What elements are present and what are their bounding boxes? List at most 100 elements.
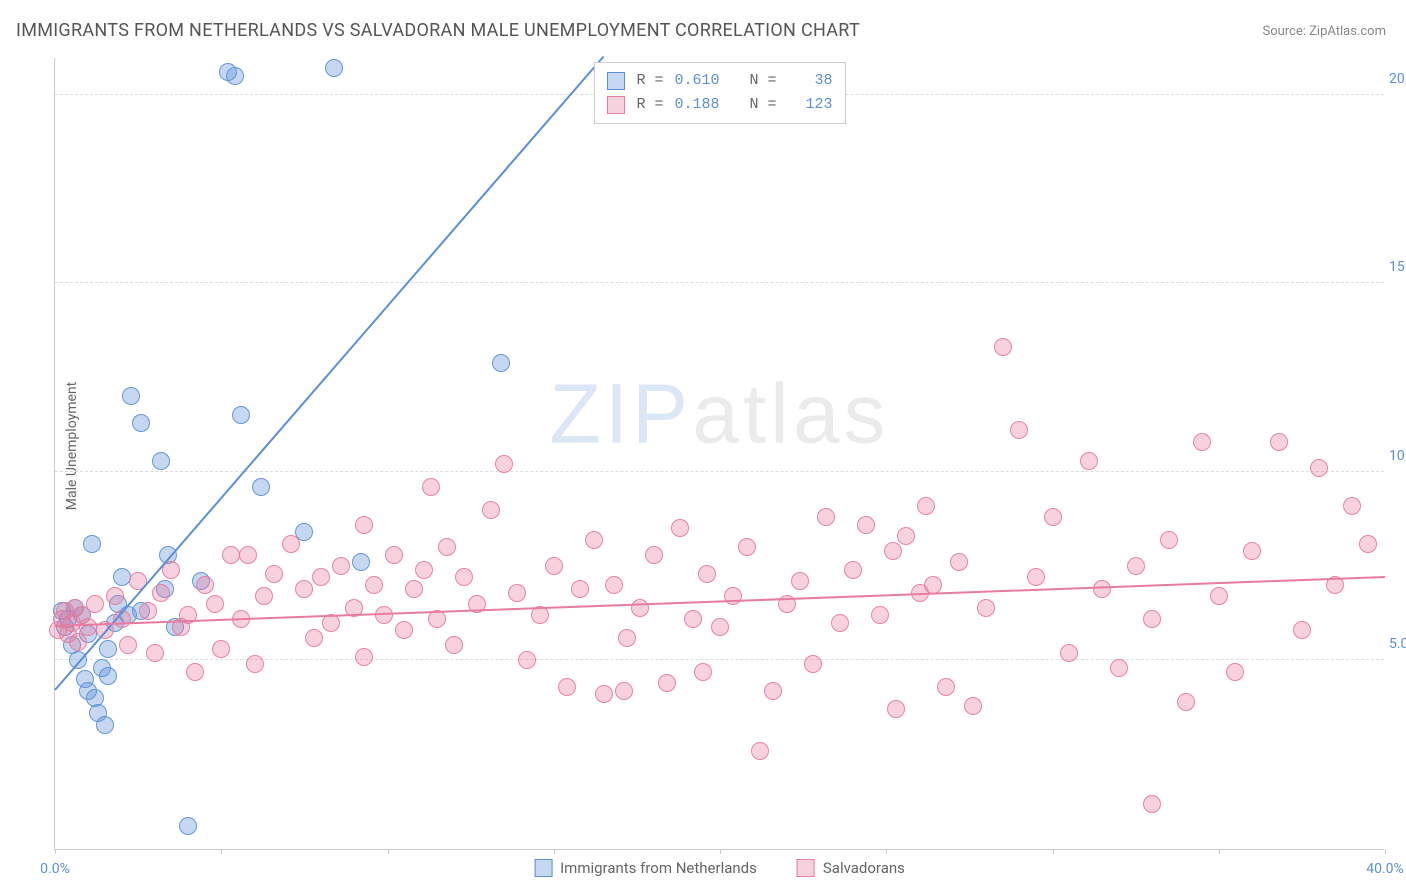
data-point	[226, 67, 244, 85]
legend-item: Salvadorans	[797, 859, 905, 877]
data-point	[438, 538, 456, 556]
data-point	[282, 535, 300, 553]
y-tick-label: 5.0%	[1389, 636, 1406, 652]
data-point	[817, 508, 835, 526]
grid-line	[55, 282, 1384, 283]
data-point	[222, 546, 240, 564]
data-point	[1160, 531, 1178, 549]
data-point	[558, 678, 576, 696]
x-tick-label: 0.0%	[40, 861, 70, 877]
data-point	[415, 561, 433, 579]
data-point	[96, 716, 114, 734]
legend-swatch	[797, 859, 815, 877]
data-point	[212, 640, 230, 658]
data-point	[711, 618, 729, 636]
data-point	[857, 516, 875, 534]
data-point	[698, 565, 716, 583]
data-point	[1359, 535, 1377, 553]
data-point	[1226, 663, 1244, 681]
data-point	[684, 610, 702, 628]
data-point	[119, 636, 137, 654]
data-point	[375, 606, 393, 624]
chart-title: IMMIGRANTS FROM NETHERLANDS VS SALVADORA…	[16, 20, 860, 41]
data-point	[724, 587, 742, 605]
x-tick-mark	[55, 849, 56, 854]
x-tick-mark	[388, 849, 389, 854]
data-point	[585, 531, 603, 549]
data-point	[1343, 497, 1361, 515]
data-point	[395, 621, 413, 639]
data-point	[1093, 580, 1111, 598]
data-point	[495, 455, 513, 473]
data-point	[405, 580, 423, 598]
data-point	[1010, 421, 1028, 439]
legend-stat-row: R =0.188 N =123	[606, 93, 832, 117]
data-point	[232, 406, 250, 424]
watermark: ZIPatlas	[549, 365, 889, 462]
legend-item: Immigrants from Netherlands	[534, 859, 757, 877]
series-legend: Immigrants from Netherlands Salvadorans	[534, 859, 905, 877]
legend-swatch	[534, 859, 552, 877]
data-point	[312, 568, 330, 586]
data-point	[246, 655, 264, 673]
data-point	[1293, 621, 1311, 639]
correlation-legend: R =0.610 N =38R =0.188 N =123	[593, 62, 845, 124]
data-point	[964, 697, 982, 715]
data-point	[295, 580, 313, 598]
data-point	[658, 674, 676, 692]
data-point	[631, 599, 649, 617]
data-point	[738, 538, 756, 556]
data-point	[751, 742, 769, 760]
legend-swatch	[606, 72, 624, 90]
data-point	[1193, 433, 1211, 451]
data-point	[152, 584, 170, 602]
data-point	[252, 478, 270, 496]
data-point	[132, 414, 150, 432]
data-point	[186, 663, 204, 681]
data-point	[139, 602, 157, 620]
y-tick-label: 15.0%	[1389, 259, 1406, 275]
data-point	[239, 546, 257, 564]
data-point	[179, 817, 197, 835]
x-tick-mark	[554, 849, 555, 854]
data-point	[445, 636, 463, 654]
data-point	[1044, 508, 1062, 526]
grid-line	[55, 471, 1384, 472]
data-point	[605, 576, 623, 594]
data-point	[897, 527, 915, 545]
data-point	[917, 497, 935, 515]
data-point	[1270, 433, 1288, 451]
data-point	[1110, 659, 1128, 677]
data-point	[595, 685, 613, 703]
data-point	[791, 572, 809, 590]
data-point	[831, 614, 849, 632]
source-attribution: Source: ZipAtlas.com	[1262, 24, 1386, 39]
data-point	[99, 640, 117, 658]
data-point	[152, 452, 170, 470]
data-point	[355, 516, 373, 534]
data-point	[365, 576, 383, 594]
x-tick-label: 40.0%	[1366, 861, 1404, 877]
data-point	[1027, 568, 1045, 586]
data-point	[764, 682, 782, 700]
data-point	[844, 561, 862, 579]
data-point	[1210, 587, 1228, 605]
data-point	[645, 546, 663, 564]
data-point	[977, 599, 995, 617]
data-point	[871, 606, 889, 624]
data-point	[355, 648, 373, 666]
data-point	[804, 655, 822, 673]
data-point	[332, 557, 350, 575]
data-point	[325, 59, 343, 77]
data-point	[122, 387, 140, 405]
data-point	[196, 576, 214, 594]
data-point	[206, 595, 224, 613]
legend-label: Immigrants from Netherlands	[560, 859, 757, 877]
data-point	[106, 587, 124, 605]
data-point	[255, 587, 273, 605]
data-point	[508, 584, 526, 602]
legend-stat-row: R =0.610 N =38	[606, 69, 832, 93]
data-point	[1143, 795, 1161, 813]
x-tick-mark	[886, 849, 887, 854]
x-tick-mark	[221, 849, 222, 854]
